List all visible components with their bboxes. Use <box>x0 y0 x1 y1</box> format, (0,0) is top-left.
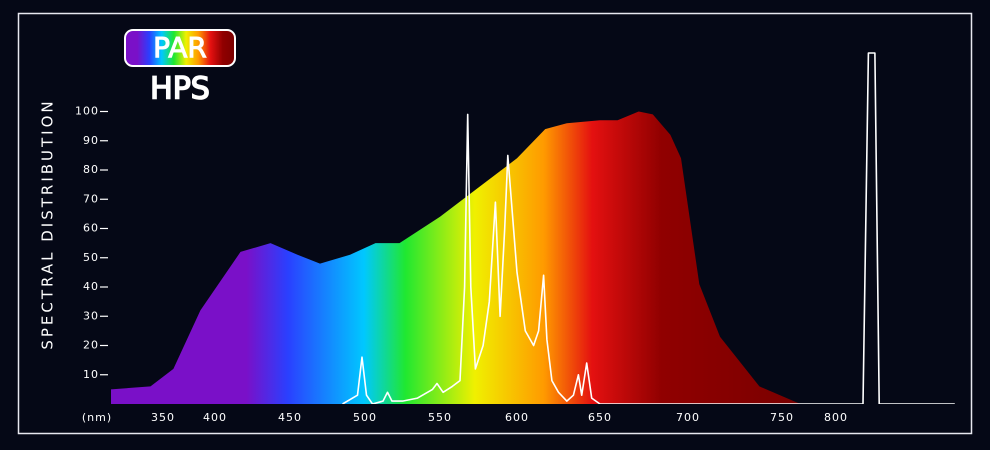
legend-label: HPS <box>150 72 210 107</box>
hps-line <box>342 52 955 404</box>
x-tick-label: 350 <box>151 411 175 424</box>
y-axis-label: SPECTRAL DISTRIBUTION <box>39 98 57 349</box>
x-tick-label: 650 <box>588 411 612 424</box>
y-tick-label: 10 <box>83 368 99 381</box>
x-tick-label: 750 <box>770 411 794 424</box>
y-tick-label: 80 <box>83 163 99 176</box>
y-tick-label: 20 <box>83 339 99 352</box>
y-tick-label: 90 <box>83 134 99 147</box>
x-tick-label: 800 <box>824 411 848 424</box>
x-tick-label: 600 <box>505 411 529 424</box>
par-area <box>111 111 801 404</box>
legend-label: PAR <box>153 31 207 64</box>
frame <box>17 12 973 435</box>
y-tick-label: 30 <box>83 309 99 322</box>
y-tick-label: 70 <box>83 192 99 205</box>
x-tick-label: 400 <box>203 411 227 424</box>
y-tick-label: 60 <box>83 222 99 235</box>
x-tick-label: 700 <box>676 411 700 424</box>
plot <box>111 52 955 404</box>
x-tick-label: 500 <box>353 411 377 424</box>
y-tick-label: 40 <box>83 280 99 293</box>
x-unit: (nm) <box>82 411 112 424</box>
x-tick-label: 550 <box>428 411 452 424</box>
y-tick-label: 50 <box>83 251 99 264</box>
y-tick-label: 100 <box>75 105 99 118</box>
legend-swatch <box>124 29 236 67</box>
x-tick-label: 450 <box>278 411 302 424</box>
